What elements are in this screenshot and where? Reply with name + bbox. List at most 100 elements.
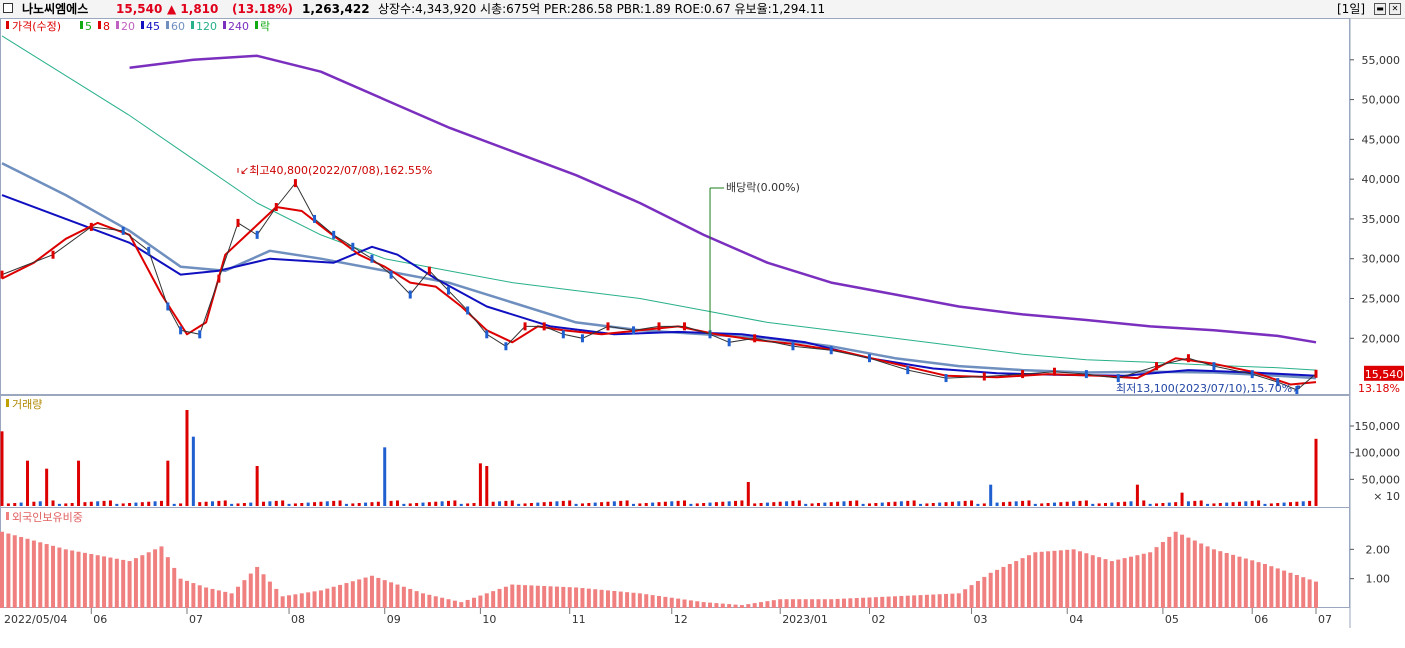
foreign-bar xyxy=(184,580,189,608)
foreign-bar xyxy=(1288,572,1293,608)
foreign-bar xyxy=(70,550,75,608)
foreign-bar xyxy=(1243,558,1248,608)
period-selector[interactable]: [1일] xyxy=(1337,2,1366,16)
volume-bar xyxy=(1097,503,1101,506)
volume-tick-label: 100,000 xyxy=(1355,447,1401,460)
foreign-bar xyxy=(459,602,464,608)
foreign-bar xyxy=(669,597,674,608)
price-tick-label: 35,000 xyxy=(1362,213,1401,226)
foreign-bar xyxy=(306,592,311,608)
foreign-bar xyxy=(1020,558,1025,608)
foreign-bar xyxy=(950,593,955,608)
foreign-bar xyxy=(605,590,610,608)
volume-bar xyxy=(1174,502,1178,506)
volume-bar xyxy=(1033,503,1037,506)
foreign-bar xyxy=(676,598,681,608)
x-tick-label: 06 xyxy=(93,613,107,626)
foreign-bar xyxy=(1129,556,1134,608)
foreign-bar xyxy=(803,599,808,608)
volume-bar xyxy=(542,502,546,506)
volume-bar xyxy=(683,500,687,506)
volume-bar xyxy=(332,500,336,506)
volume-bar xyxy=(274,500,278,506)
close-icon[interactable]: ✕ xyxy=(1389,3,1401,15)
volume-bar xyxy=(1135,484,1139,506)
ma-legend-swatch xyxy=(98,21,101,29)
foreign-ratio-bars xyxy=(0,531,1318,608)
foreign-bar xyxy=(172,567,177,608)
foreign-bar xyxy=(963,589,968,608)
foreign-bar xyxy=(912,595,917,608)
volume-bar xyxy=(721,501,725,506)
volume-bar xyxy=(281,500,285,506)
volume-bar xyxy=(797,500,801,506)
foreign-bar xyxy=(784,599,789,608)
volume-bar xyxy=(580,503,584,506)
foreign-bar xyxy=(376,577,381,608)
price-tick-label: 30,000 xyxy=(1362,253,1401,266)
volume-bar xyxy=(1237,501,1241,506)
volume-bar xyxy=(829,502,833,506)
foreign-bar xyxy=(165,557,170,608)
volume-bar xyxy=(1231,502,1235,506)
volume-bar xyxy=(899,501,903,506)
foreign-bar xyxy=(867,597,872,608)
ma-legend-label: 240 xyxy=(228,20,249,33)
stock-name[interactable]: 나노씨엠에스 xyxy=(22,2,89,16)
foreign-bar xyxy=(427,594,432,608)
price-line xyxy=(1,182,1317,391)
foreign-bar xyxy=(12,535,17,608)
moving-average-lines xyxy=(1,35,1317,386)
price-tick-label: 20,000 xyxy=(1362,332,1401,345)
price-candle xyxy=(1295,386,1299,395)
volume-bar xyxy=(0,431,4,506)
foreign-bar xyxy=(1199,543,1204,608)
foreign-bar xyxy=(708,602,713,608)
foreign-bar xyxy=(1046,551,1051,608)
foreign-bar xyxy=(395,584,400,608)
volume-bar xyxy=(166,460,170,506)
foreign-bar xyxy=(1058,550,1063,608)
foreign-bar xyxy=(312,591,317,608)
volume-bar xyxy=(1244,501,1248,506)
volume-bar xyxy=(466,503,470,506)
x-tick-label: 08 xyxy=(291,613,305,626)
foreign-bar xyxy=(1084,553,1089,608)
checkbox-icon[interactable] xyxy=(3,3,13,13)
foreign-bar xyxy=(771,600,776,608)
foreign-bar xyxy=(440,597,445,608)
foreign-bar xyxy=(465,599,470,608)
foreign-bar xyxy=(1231,554,1236,608)
price-candle xyxy=(1314,369,1318,378)
price-candle xyxy=(791,342,795,351)
volume-bar xyxy=(963,500,967,506)
volume-bar xyxy=(172,503,176,506)
foreign-bar xyxy=(267,581,272,608)
foreign-bar xyxy=(210,588,215,608)
stock-stats: 상장수:4,343,920 시총:675억 PER:286.58 PBR:1.8… xyxy=(378,2,826,16)
volume-bar xyxy=(1116,502,1120,506)
volume-bar xyxy=(906,500,910,506)
foreign-bar xyxy=(899,595,904,608)
price-candle xyxy=(867,354,871,363)
foreign-bar xyxy=(1250,560,1255,608)
ex-div-legend-swatch xyxy=(255,21,258,29)
high-annotation: ↙최고40,800(2022/07/08),162.55% xyxy=(240,164,432,177)
price-candle xyxy=(485,330,489,339)
foreign-bar xyxy=(701,602,706,608)
foreign-bar xyxy=(816,599,821,608)
volume-bar xyxy=(644,503,648,506)
minimize-icon[interactable]: ▬ xyxy=(1374,3,1386,15)
volume-bar xyxy=(179,503,183,506)
volume-bar xyxy=(1110,502,1114,506)
volume-bar xyxy=(1314,438,1318,506)
price-candle xyxy=(370,254,374,263)
foreign-bar xyxy=(995,569,1000,608)
ma-legend-swatch xyxy=(166,21,169,29)
foreign-bar xyxy=(1186,537,1191,608)
volume-bar xyxy=(989,484,993,506)
foreign-bar xyxy=(1301,577,1306,608)
ma-legend-swatch xyxy=(80,21,83,29)
foreign-bar xyxy=(631,592,636,608)
